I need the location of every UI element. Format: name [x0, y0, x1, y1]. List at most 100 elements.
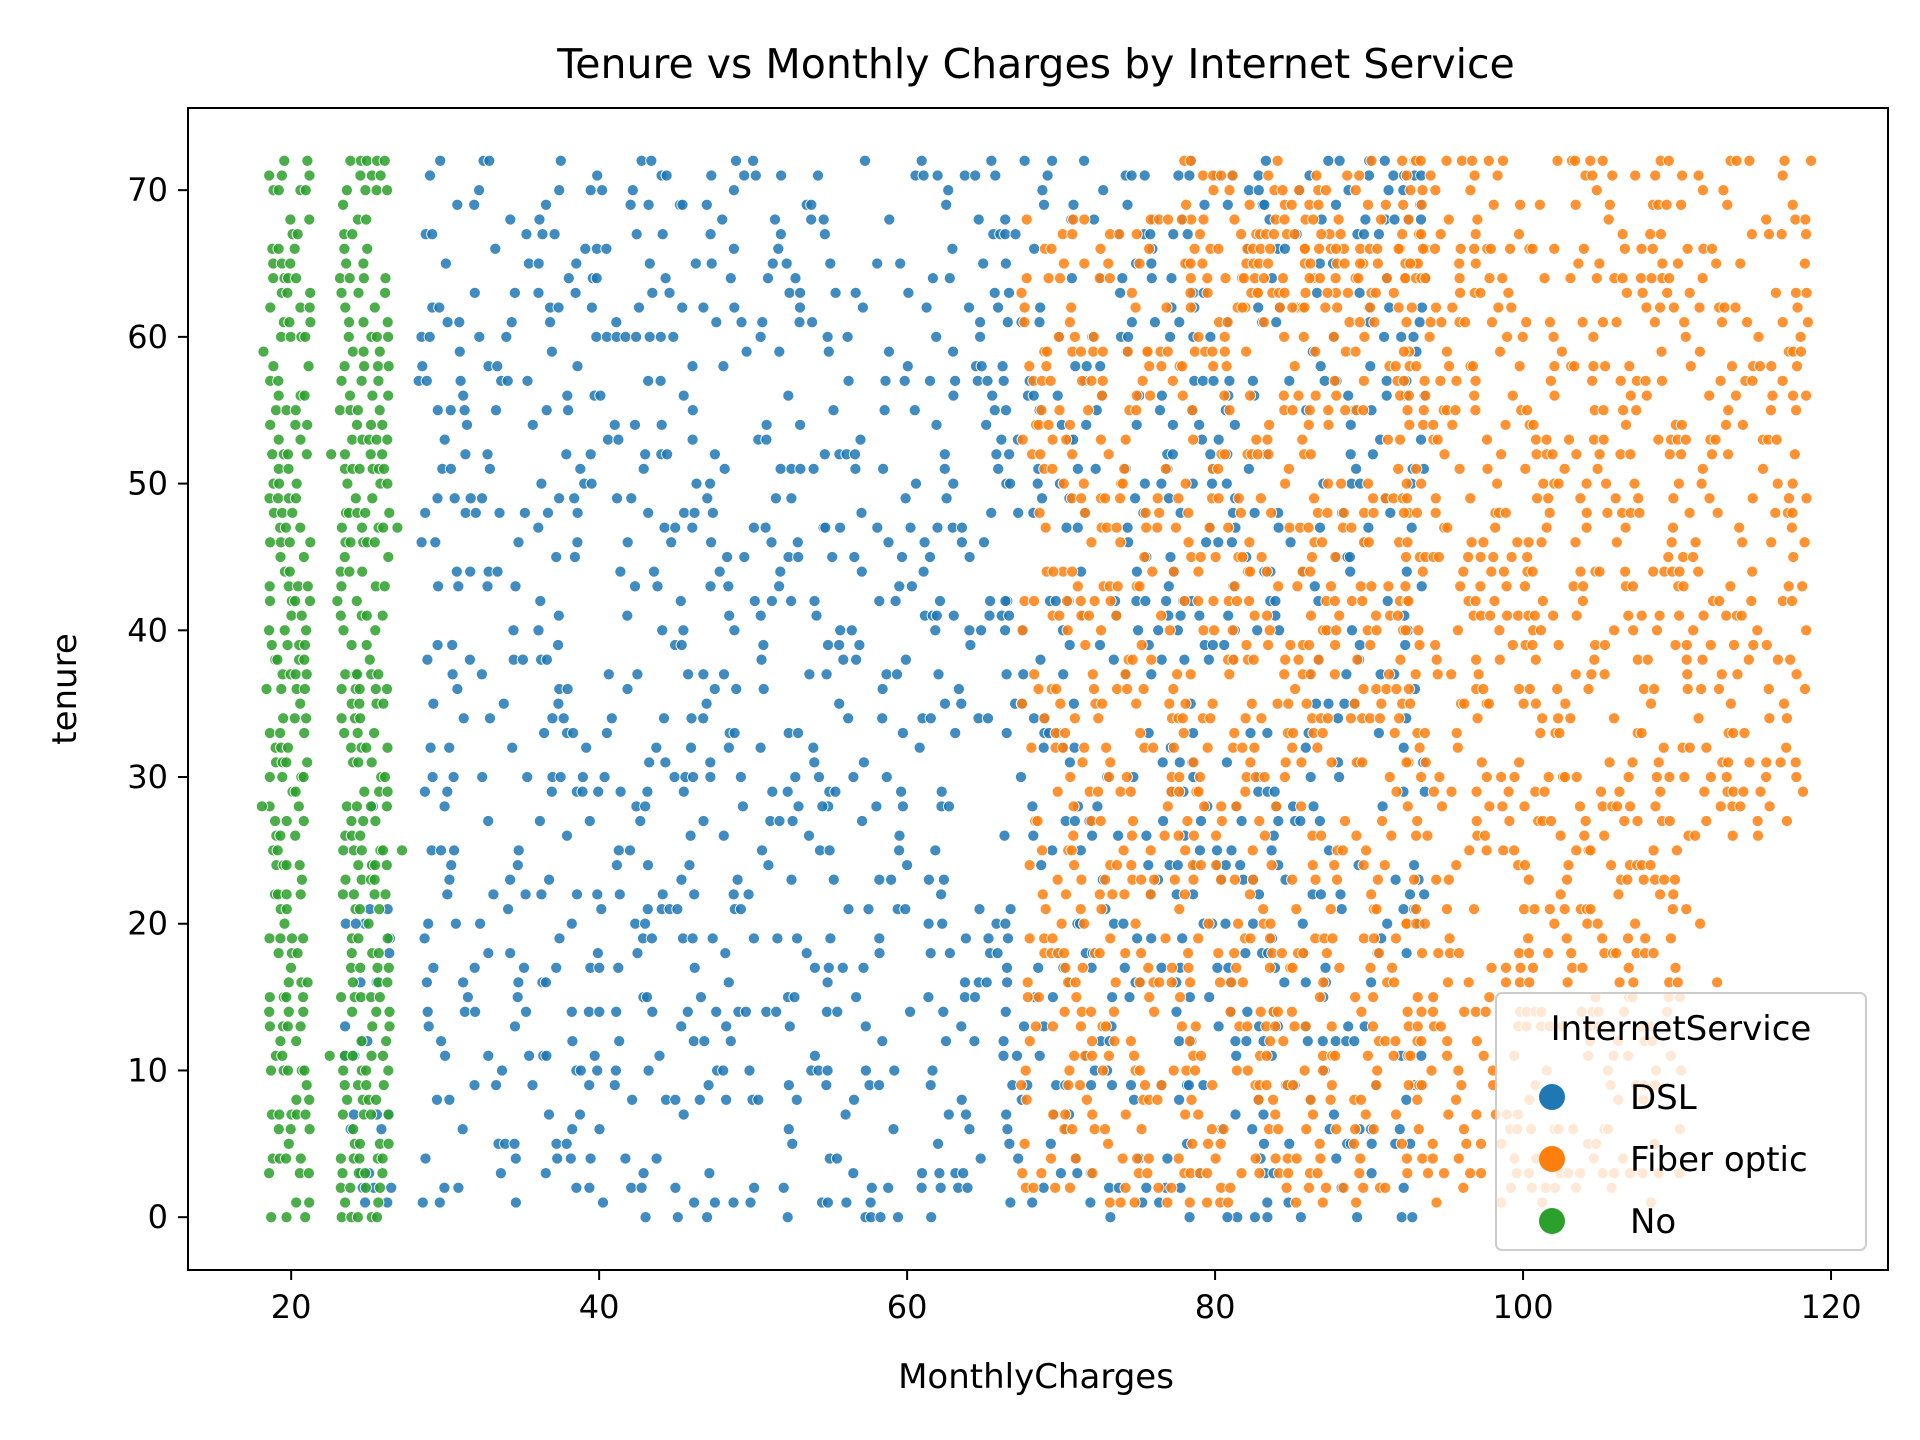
data-point	[613, 888, 626, 901]
data-point	[882, 1181, 895, 1194]
data-point	[1666, 521, 1680, 534]
data-point	[304, 536, 317, 549]
data-point	[508, 286, 521, 299]
data-point	[297, 550, 310, 564]
data-point	[361, 242, 374, 255]
data-point	[535, 477, 548, 490]
data-point	[281, 1064, 295, 1077]
data-point	[276, 770, 289, 784]
data-point	[299, 184, 312, 197]
data-point	[1124, 1035, 1137, 1048]
data-point	[1236, 741, 1249, 754]
data-point	[1074, 345, 1088, 358]
data-point	[1082, 404, 1095, 417]
data-point	[1133, 580, 1146, 593]
data-point	[1349, 184, 1362, 197]
data-point	[1067, 198, 1080, 211]
data-point	[294, 1152, 307, 1165]
data-point	[1676, 169, 1689, 182]
data-point	[352, 286, 365, 299]
data-point	[1029, 1020, 1042, 1033]
data-point	[1372, 947, 1386, 960]
data-point	[438, 800, 451, 813]
data-point	[1161, 1152, 1174, 1165]
data-point	[669, 521, 682, 534]
data-point	[355, 521, 369, 534]
data-point	[1196, 257, 1209, 270]
data-point	[1314, 360, 1327, 373]
data-point	[1521, 404, 1534, 417]
data-point	[926, 1064, 939, 1077]
data-point	[1321, 286, 1334, 299]
data-point	[1400, 1093, 1413, 1106]
data-point	[1278, 770, 1291, 784]
data-point	[1542, 770, 1555, 784]
data-point	[1306, 1108, 1319, 1121]
data-point	[1241, 1005, 1254, 1018]
data-point	[339, 873, 352, 886]
data-point	[894, 257, 907, 270]
data-point	[1353, 169, 1366, 182]
data-point	[1138, 1079, 1152, 1092]
data-point	[1366, 1020, 1380, 1033]
data-point	[1152, 624, 1165, 637]
data-point	[1442, 1108, 1455, 1121]
data-point	[301, 154, 314, 167]
data-point	[1286, 404, 1299, 417]
data-point	[275, 169, 288, 182]
data-point	[1655, 374, 1669, 387]
data-point	[1440, 345, 1453, 358]
data-point	[263, 594, 277, 608]
data-point	[1402, 213, 1415, 226]
data-point	[569, 286, 582, 299]
data-point	[1016, 1167, 1029, 1180]
data-point	[1212, 1020, 1225, 1033]
data-point	[1174, 609, 1187, 622]
data-point	[1675, 198, 1688, 211]
data-point	[1094, 433, 1107, 446]
data-point	[646, 1005, 659, 1018]
data-point	[1035, 859, 1048, 872]
data-point	[1752, 330, 1765, 343]
data-point	[757, 638, 770, 652]
data-point	[483, 154, 496, 167]
data-point	[1453, 462, 1466, 475]
data-point	[862, 903, 875, 916]
data-point	[1512, 609, 1525, 622]
data-point	[347, 1123, 360, 1136]
data-point	[1348, 697, 1361, 710]
data-point	[1478, 829, 1492, 842]
data-point	[1004, 1196, 1017, 1209]
data-point	[1186, 1137, 1199, 1150]
data-point	[301, 756, 314, 769]
data-point	[610, 316, 623, 329]
data-point	[352, 932, 365, 945]
data-point	[641, 859, 655, 872]
data-point	[1151, 492, 1164, 505]
data-point	[1269, 1152, 1282, 1165]
data-point	[943, 947, 956, 960]
data-point	[1270, 316, 1283, 329]
data-point	[686, 404, 699, 417]
data-point	[1021, 976, 1034, 989]
data-point	[357, 257, 370, 270]
data-point	[1307, 800, 1320, 813]
data-point	[1018, 1137, 1031, 1150]
data-point	[1121, 521, 1134, 534]
data-point	[1283, 521, 1296, 534]
data-point	[1345, 624, 1359, 637]
data-point	[1513, 756, 1526, 769]
data-point	[1565, 947, 1578, 960]
data-point	[999, 257, 1012, 270]
data-point	[1012, 1152, 1025, 1165]
data-point	[1333, 609, 1346, 622]
data-point	[452, 1181, 465, 1194]
data-point	[1309, 389, 1322, 402]
data-point	[1644, 228, 1657, 241]
data-point	[937, 873, 950, 886]
data-point	[376, 844, 390, 857]
data-point	[1212, 242, 1225, 255]
data-point	[381, 433, 394, 446]
data-point	[1401, 1167, 1414, 1180]
